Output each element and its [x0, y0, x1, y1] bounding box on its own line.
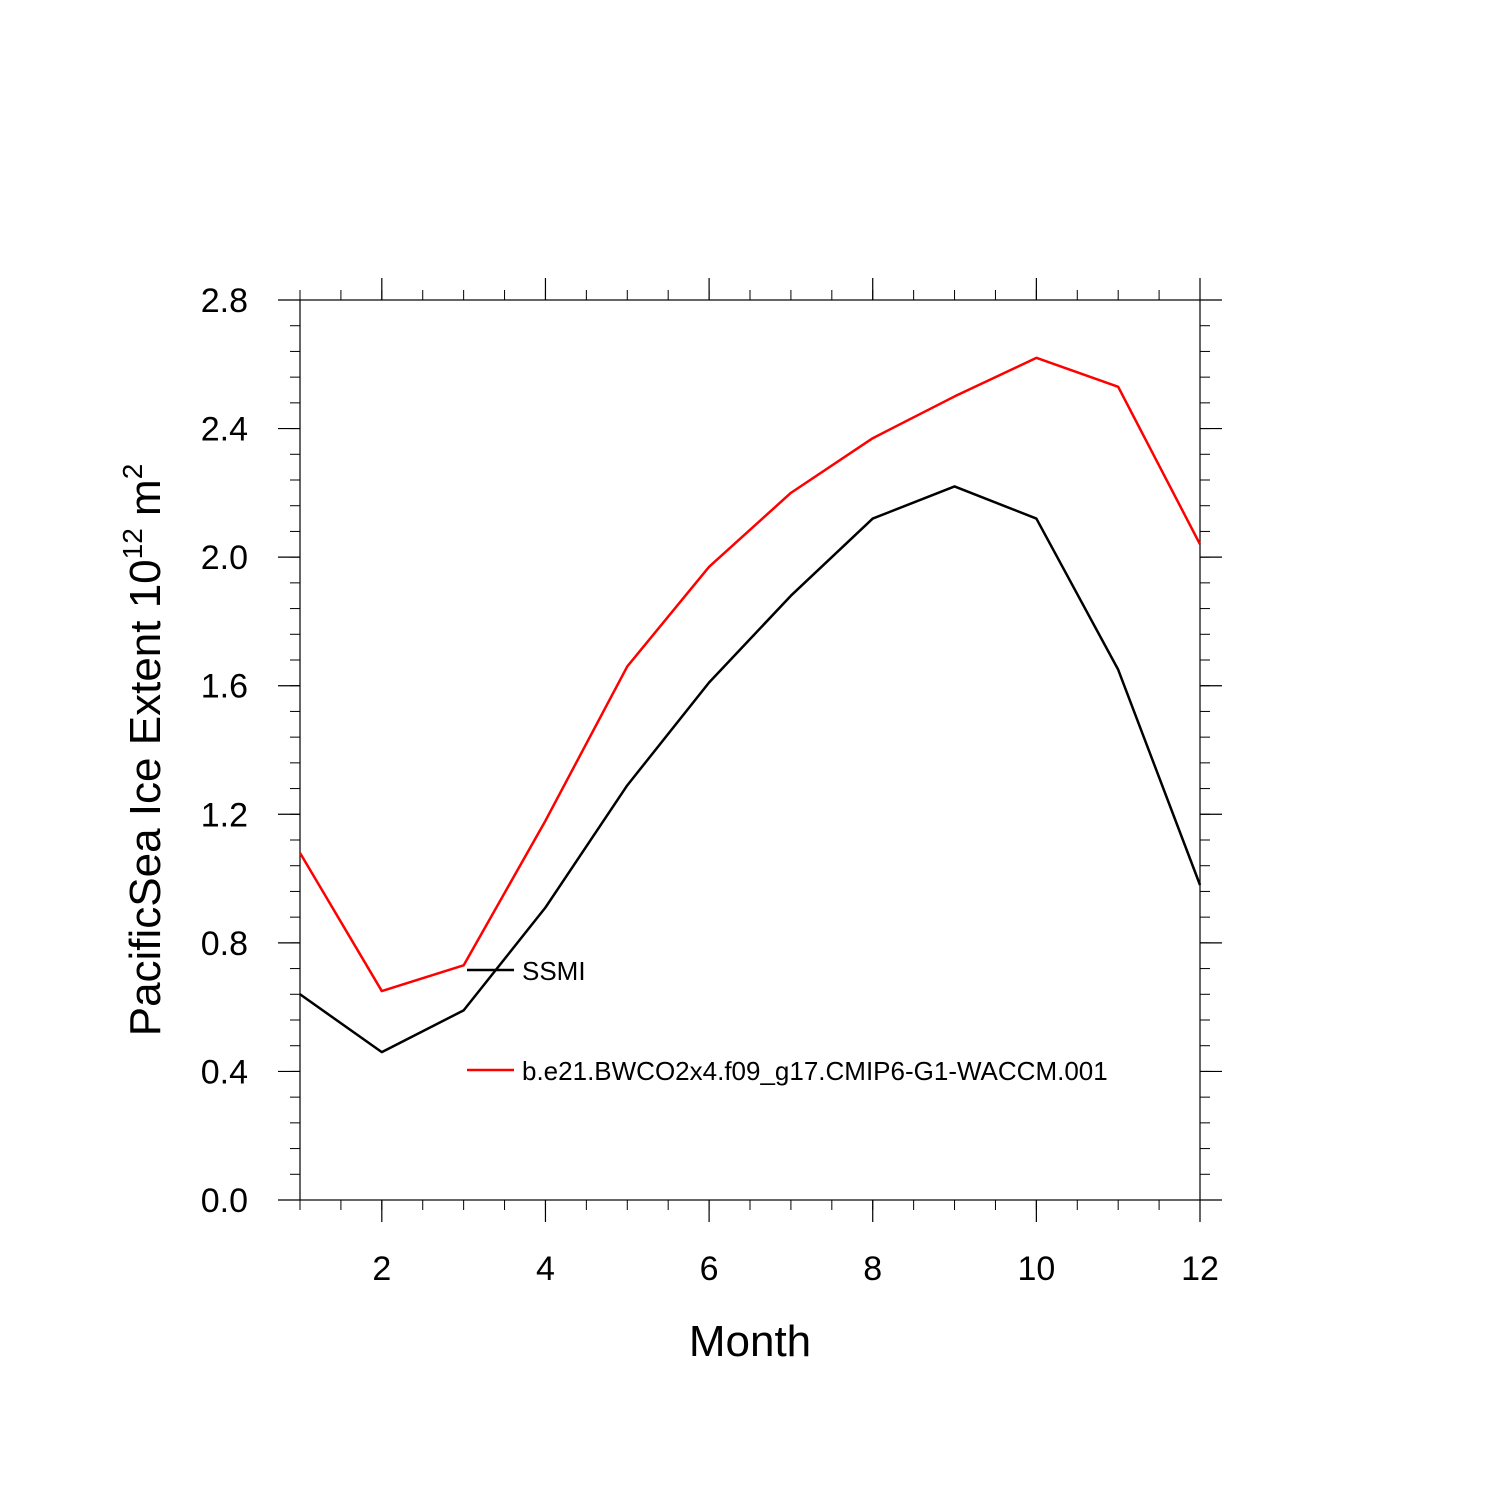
x-tick-label: 2 [372, 1250, 391, 1288]
y-tick-label: 1.2 [201, 796, 248, 834]
y-axis-title-unit-exponent: 2 [117, 464, 148, 480]
x-tick-label: 12 [1181, 1250, 1219, 1288]
axis-ticks [278, 278, 1222, 1222]
legend-label-model: b.e21.BWCO2x4.f09_g17.CMIP6-G1-WACCM.001 [522, 1056, 1108, 1086]
y-tick-label: 2.4 [201, 411, 248, 449]
x-tick-label: 4 [536, 1250, 555, 1288]
legend-label-ssmi: SSMI [522, 956, 586, 986]
series-layer [298, 356, 1202, 1054]
x-tick-label: 8 [863, 1250, 882, 1288]
y-tick-label: 2.0 [201, 539, 248, 577]
y-tick-label: 0.8 [201, 925, 248, 963]
legend: SSMI b.e21.BWCO2x4.f09_g17.CMIP6-G1-WACC… [467, 956, 1108, 1086]
plot-frame [299, 299, 1201, 1201]
tick-labels: 2 4 6 8 10 12 0.0 0.4 0.8 1.2 1.6 2.0 2.4 2.8 [201, 282, 1219, 1288]
y-tick-label: 2.8 [201, 282, 248, 320]
x-tick-label: 6 [700, 1250, 719, 1288]
y-axis-title-unit: m [121, 479, 170, 528]
y-tick-label: 0.4 [201, 1053, 248, 1091]
series-line-ssmi [299, 485, 1202, 1054]
x-axis-title: Month [689, 1317, 811, 1366]
series-line-model [298, 356, 1202, 993]
y-tick-label: 1.6 [201, 668, 248, 706]
y-tick-label: 0.0 [201, 1182, 248, 1220]
y-axis-title: PacificSea Ice Extent 1012 m2 [117, 464, 170, 1037]
x-tick-label: 10 [1017, 1250, 1055, 1288]
y-axis-title-exponent: 12 [117, 528, 148, 559]
